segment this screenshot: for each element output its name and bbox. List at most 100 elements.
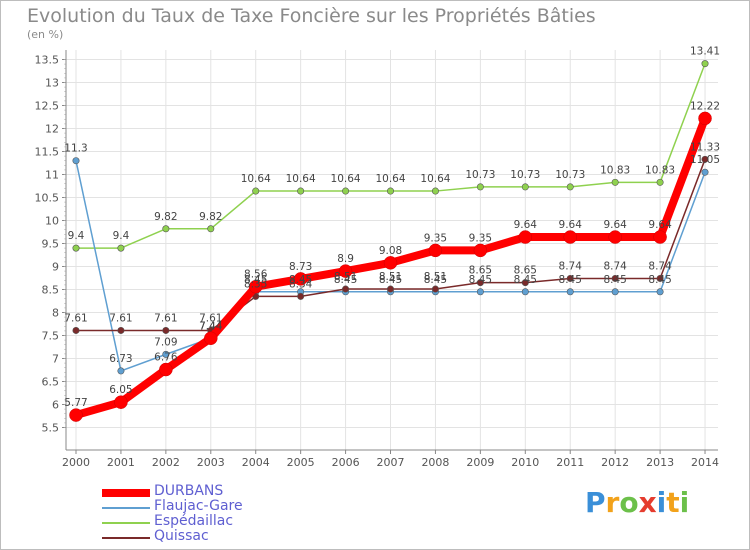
data-label: 8.51 <box>424 271 447 283</box>
data-label: 9.4 <box>113 230 130 242</box>
data-point <box>611 274 619 282</box>
data-point <box>387 187 395 195</box>
data-point <box>431 285 439 293</box>
legend-item-durbans: DURBANS <box>102 483 352 500</box>
x-tick-label: 2011 <box>556 456 584 469</box>
data-label: 7.61 <box>199 312 222 324</box>
data-label: 7.44 <box>199 320 223 332</box>
data-label: 6.73 <box>109 353 132 365</box>
logo-letter: P <box>585 486 606 519</box>
data-point <box>473 243 488 258</box>
y-tick-label: 13 <box>45 77 59 90</box>
data-point <box>114 395 128 409</box>
data-label: 7.09 <box>154 336 177 348</box>
data-point <box>383 256 398 270</box>
data-label: 9.64 <box>514 219 538 231</box>
data-point <box>611 288 619 296</box>
data-point <box>566 274 574 282</box>
data-point <box>72 326 80 334</box>
data-point <box>656 288 664 296</box>
data-label: 8.56 <box>244 269 268 281</box>
data-label: 10.64 <box>420 173 450 185</box>
logo-letter: i <box>679 486 690 519</box>
data-label: 10.64 <box>241 173 271 185</box>
data-point <box>656 178 664 186</box>
data-point <box>431 187 439 195</box>
y-tick-label: 8 <box>52 307 59 320</box>
data-point <box>387 285 395 293</box>
data-point <box>162 350 170 358</box>
x-tick-label: 2000 <box>62 456 90 469</box>
data-label: 8.45 <box>559 274 582 286</box>
unit-label: (en %) <box>27 28 64 41</box>
x-tick-label: 2001 <box>107 456 135 469</box>
x-tick-label: 2013 <box>646 456 674 469</box>
data-label: 9.4 <box>68 230 85 242</box>
data-point <box>204 331 218 346</box>
data-label: 12.22 <box>690 100 720 112</box>
data-label: 8.73 <box>289 261 312 273</box>
legend-label: Flaujac-Gare <box>154 498 243 514</box>
legend-swatch <box>102 522 150 524</box>
data-label: 6.76 <box>154 352 178 364</box>
data-point <box>611 178 619 186</box>
data-label: 11.3 <box>64 143 87 155</box>
data-label: 9.35 <box>469 232 492 244</box>
data-label: 8.45 <box>603 274 626 286</box>
data-point <box>563 230 577 244</box>
data-point <box>297 187 305 195</box>
data-point <box>698 111 712 126</box>
data-point <box>701 168 709 176</box>
legend-swatch <box>102 537 150 539</box>
data-label: 10.64 <box>286 173 316 185</box>
data-point <box>566 288 574 296</box>
data-point <box>72 244 80 252</box>
data-point <box>248 279 263 294</box>
data-label: 8.9 <box>337 253 354 265</box>
data-point <box>521 183 529 191</box>
proxiti-logo: Proxiti <box>585 486 689 519</box>
y-tick-label: 10 <box>45 215 59 228</box>
data-label: 8.65 <box>469 265 492 277</box>
y-tick-label: 7.5 <box>42 330 60 343</box>
data-label: 8.45 <box>334 274 357 286</box>
data-label: 10.83 <box>645 164 675 176</box>
data-point <box>207 225 215 233</box>
data-label: 13.41 <box>690 46 720 58</box>
y-tick-label: 10.5 <box>35 192 60 205</box>
y-tick-label: 9.5 <box>42 238 60 251</box>
data-label: 11.33 <box>690 141 720 153</box>
y-tick-label: 6.5 <box>42 376 60 389</box>
data-point <box>72 157 80 165</box>
data-label: 8.45 <box>244 274 267 286</box>
data-point <box>117 326 125 334</box>
y-tick-label: 13.5 <box>35 54 60 67</box>
legend: DURBANS Flaujac-Gare Espédaillac Quissac <box>102 483 352 545</box>
logo-letter: o <box>619 486 639 519</box>
legend-swatch <box>102 507 150 509</box>
data-label: 8.34 <box>289 278 313 290</box>
legend-label: Quissac <box>154 528 209 544</box>
y-tick-label: 5.5 <box>42 422 60 435</box>
data-point <box>159 362 173 377</box>
legend-item-espedaillac: Espédaillac <box>102 513 352 530</box>
data-point <box>69 408 83 422</box>
chart-title: Evolution du Taux de Taxe Foncière sur l… <box>27 5 596 27</box>
data-label: 9.82 <box>154 211 177 223</box>
data-label: 7.61 <box>154 312 177 324</box>
data-label: 9.64 <box>648 219 672 231</box>
data-label: 9.64 <box>603 219 627 231</box>
logo-letter: i <box>656 486 667 519</box>
legend-label: Espédaillac <box>154 513 234 529</box>
data-point <box>701 155 709 163</box>
plot-area <box>66 50 718 450</box>
data-point <box>338 264 353 278</box>
data-point <box>476 183 484 191</box>
data-label: 10.64 <box>375 173 405 185</box>
data-label: 8.65 <box>514 265 537 277</box>
data-label: 8.45 <box>514 274 537 286</box>
y-tick-label: 7 <box>52 353 59 366</box>
data-label: 9.82 <box>199 211 222 223</box>
data-label: 8.45 <box>289 274 312 286</box>
